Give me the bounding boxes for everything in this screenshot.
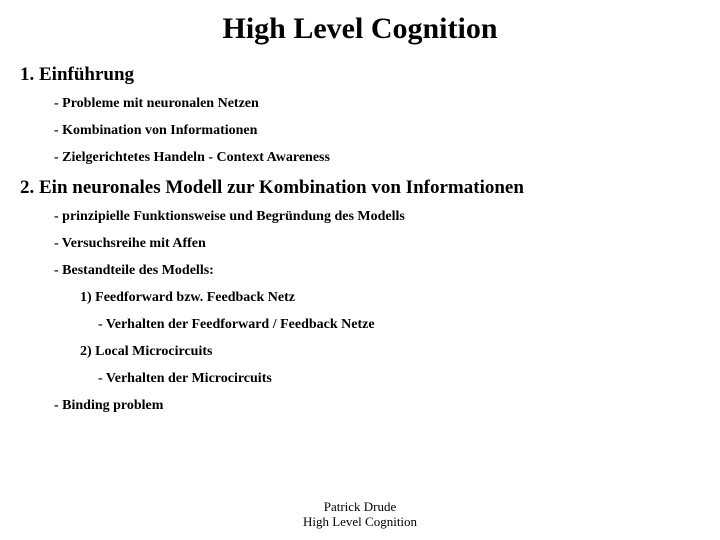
list-item: - Verhalten der Feedforward / Feedback N… bbox=[98, 317, 700, 333]
list-item: - Bestandteile des Modells: bbox=[54, 263, 700, 279]
page-title: High Level Cognition bbox=[20, 12, 700, 46]
section-1-heading: 1. Einführung bbox=[20, 64, 700, 86]
list-item: - prinzipielle Funktionsweise und Begrün… bbox=[54, 209, 700, 225]
footer-subtitle: High Level Cognition bbox=[0, 514, 720, 530]
footer-author: Patrick Drude bbox=[0, 499, 720, 515]
list-item: 1) Feedforward bzw. Feedback Netz bbox=[80, 290, 700, 306]
section-2-heading: 2. Ein neuronales Modell zur Kombination… bbox=[20, 177, 700, 199]
list-item: 2) Local Microcircuits bbox=[80, 344, 700, 360]
list-item: - Binding problem bbox=[54, 398, 700, 414]
list-item: - Kombination von Informationen bbox=[54, 123, 700, 139]
list-item: - Versuchsreihe mit Affen bbox=[54, 236, 700, 252]
list-item: - Verhalten der Microcircuits bbox=[98, 371, 700, 387]
footer: Patrick Drude High Level Cognition bbox=[0, 499, 720, 530]
list-item: - Probleme mit neuronalen Netzen bbox=[54, 96, 700, 112]
list-item: - Zielgerichtetes Handeln - Context Awar… bbox=[54, 150, 700, 166]
